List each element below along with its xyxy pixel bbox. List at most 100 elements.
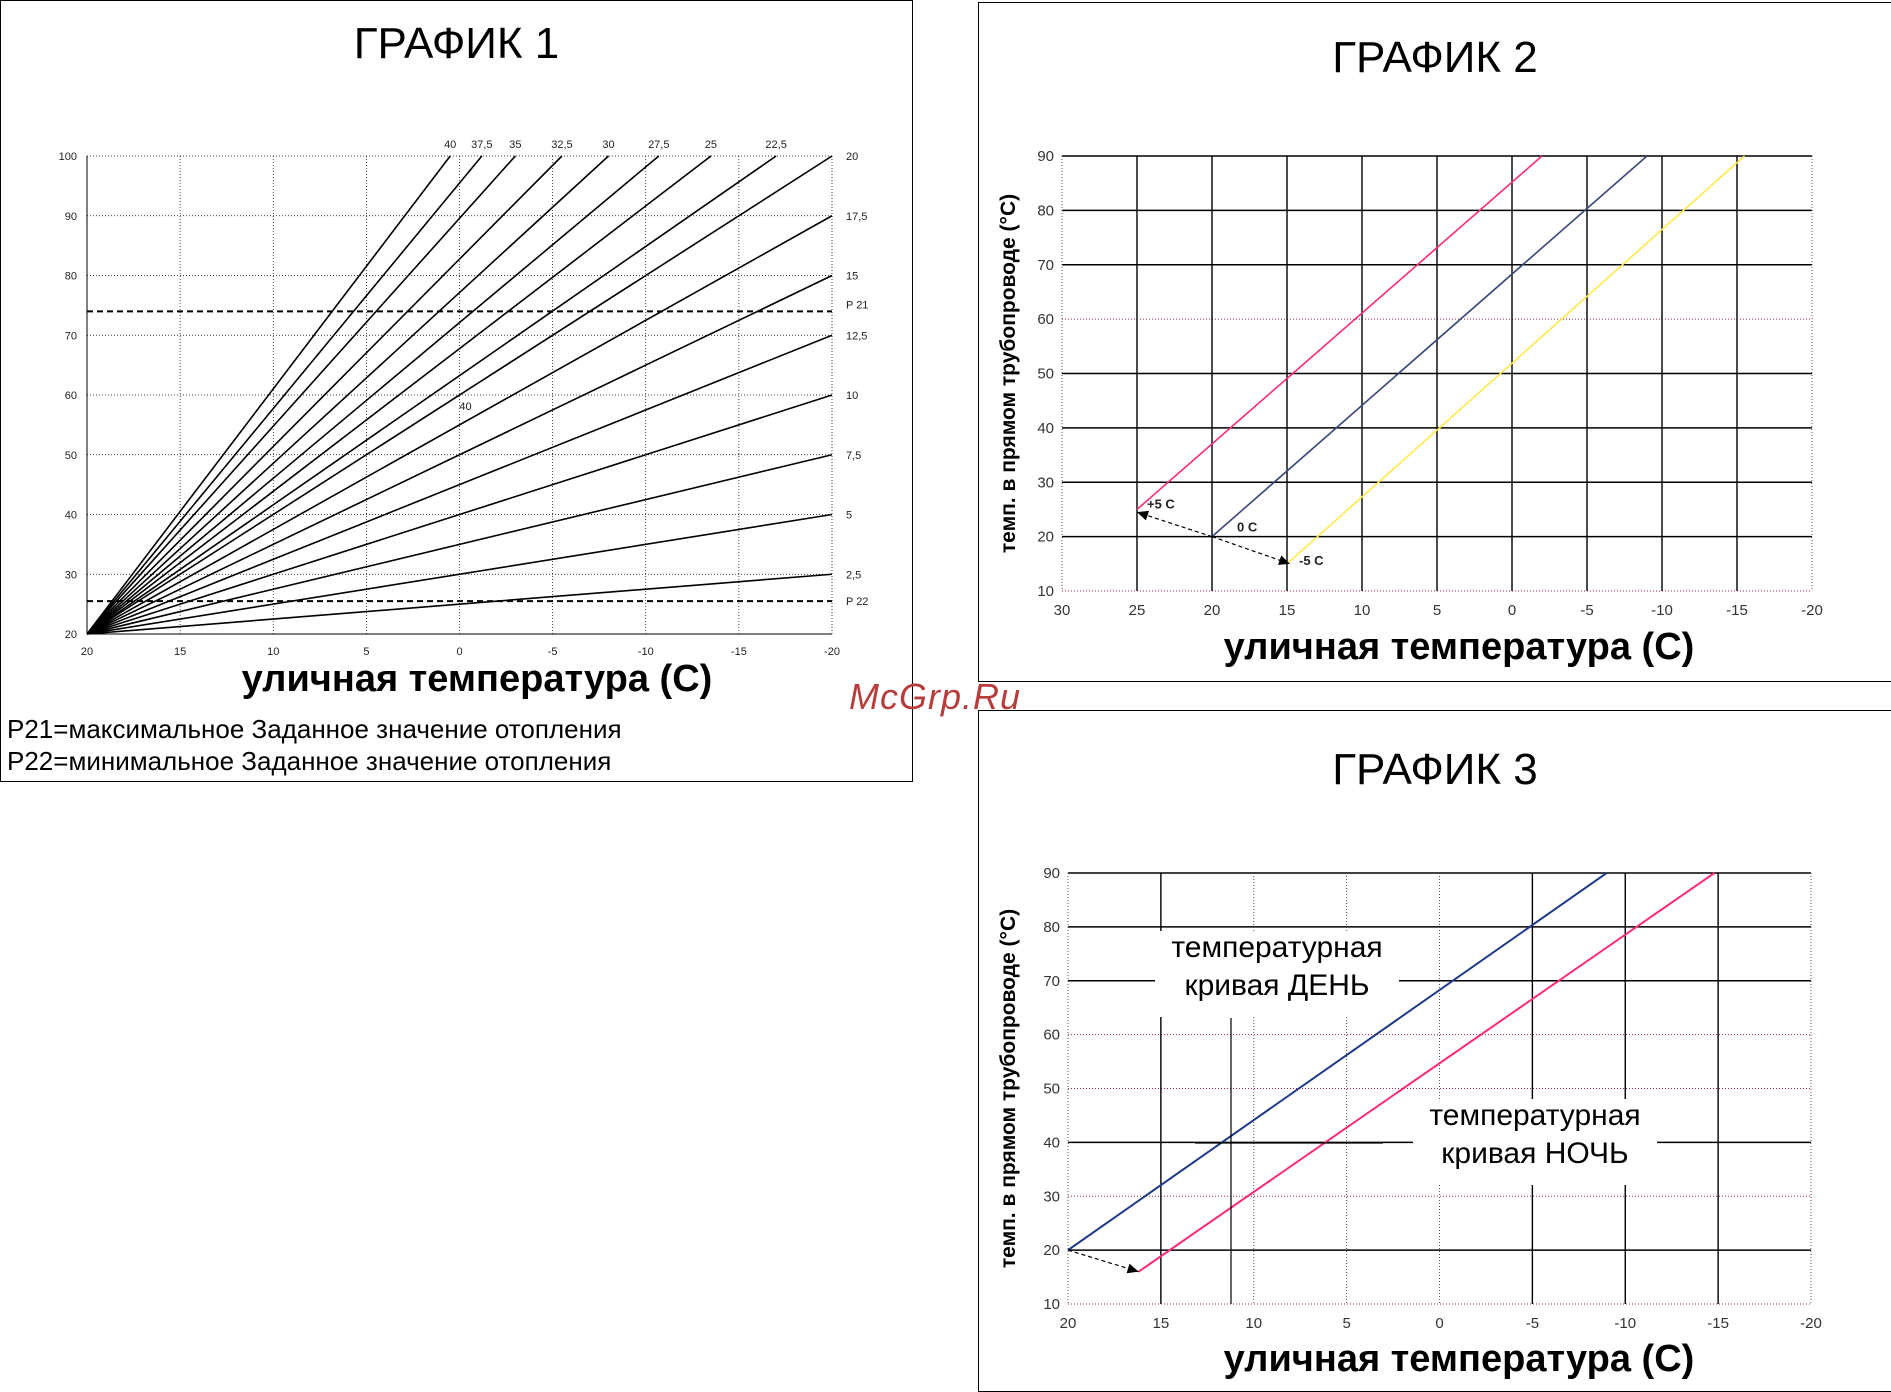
chart-title: ГРАФИК 3 <box>1332 745 1538 794</box>
shift-arrow-line <box>1211 536 1291 565</box>
y-tick-label: 10 <box>1043 1296 1060 1313</box>
y-tick-label: 50 <box>65 450 77 462</box>
annotation-night-line2: кривая НОЧЬ <box>1441 1137 1629 1170</box>
x-tick-label: -5 <box>1580 602 1593 619</box>
curve-label: 30 <box>602 139 614 151</box>
annotation-day: температурная кривая ДЕНЬ <box>1147 929 1407 1005</box>
y-tick-label: 40 <box>65 510 77 522</box>
curve-line <box>86 573 833 635</box>
y-tick-label: 20 <box>65 629 77 641</box>
shift-arrow-head <box>1277 555 1290 565</box>
chart-title: ГРАФИК 2 <box>1332 33 1538 82</box>
y-tick-label: 30 <box>1043 1188 1060 1205</box>
shift-arrow-line <box>1136 511 1213 538</box>
note-p22: P22=минимальное Заданное значение отопле… <box>7 746 612 776</box>
minor-label: . <box>644 446 647 458</box>
x-tick-label: -20 <box>1801 602 1823 619</box>
x-tick-label: -15 <box>731 646 747 658</box>
curve-line <box>86 274 833 635</box>
y-tick-label: 80 <box>1037 202 1054 219</box>
x-tick-label: -10 <box>1651 602 1673 619</box>
x-tick-label: 10 <box>1245 1315 1262 1332</box>
annotation-night: температурная кривая НОЧЬ <box>1405 1097 1665 1173</box>
curve-label: 17,5 <box>846 211 867 223</box>
x-tick-label: 30 <box>1054 602 1071 619</box>
limit-label: P 22 <box>846 596 868 608</box>
chart-panel-1: ГРАФИК 1 20 30 40 50 60 70 80 90 100 20 15 10 5 0 -5 -1… <box>0 0 913 782</box>
shift-arrow-head <box>1137 510 1150 521</box>
x-tick-label: 5 <box>363 646 369 658</box>
curve-label: 10 <box>846 390 858 402</box>
minor-label: . <box>551 446 554 458</box>
curve-label: 5 <box>846 510 852 522</box>
curve-line <box>86 155 516 635</box>
series-line <box>1211 155 1648 538</box>
series-label: 0 C <box>1237 520 1258 535</box>
x-axis-title: уличная температура (C) <box>1224 1338 1695 1380</box>
y-tick-label: 60 <box>1043 1027 1060 1044</box>
x-tick-label: 20 <box>1204 602 1221 619</box>
annotation-night-bg <box>1413 1099 1657 1185</box>
series-label: +5 C <box>1147 496 1175 511</box>
y-tick-label: 70 <box>1037 257 1054 274</box>
inner-label: 40 <box>459 401 471 413</box>
curve-line <box>86 155 563 635</box>
curve-line <box>86 215 833 635</box>
curve-label: 37,5 <box>471 139 492 151</box>
note-p21: P21=максимальное Заданное значение отопл… <box>7 714 622 744</box>
x-tick-label: 15 <box>1153 1315 1170 1332</box>
curve-label: 15 <box>846 271 858 283</box>
curve-line <box>86 453 833 635</box>
y-axis-title: темп. в прямом трубопроводе (°C) <box>997 194 1020 553</box>
y-tick-label: 10 <box>1037 583 1054 600</box>
curve-label: 40 <box>444 139 456 151</box>
annotation-day-line2: кривая ДЕНЬ <box>1184 969 1370 1002</box>
y-tick-label: 80 <box>1043 919 1060 936</box>
curve-line <box>86 394 833 635</box>
series-line <box>1067 872 1608 1251</box>
curve-line <box>86 155 610 635</box>
x-tick-label: -10 <box>638 646 654 658</box>
curve-label: 32,5 <box>551 139 572 151</box>
curve-label: 2,5 <box>846 569 861 581</box>
y-tick-label: 60 <box>65 390 77 402</box>
y-tick-label: 80 <box>65 271 77 283</box>
y-tick-label: 50 <box>1037 366 1054 383</box>
chart-panel-2: ГРАФИК 2 10 20 30 40 50 60 70 80 90 30 25 20 15 10 5 0-… <box>978 2 1891 682</box>
curve-label: 35 <box>509 139 521 151</box>
y-tick-label: 50 <box>1043 1081 1060 1098</box>
y-tick-label: 70 <box>1043 973 1060 990</box>
x-tick-label: 10 <box>267 646 279 658</box>
x-tick-label: 15 <box>1279 602 1296 619</box>
curve-label: 25 <box>705 139 717 151</box>
annotation-day-line1: температурная <box>1171 931 1383 964</box>
y-tick-label: 60 <box>1037 311 1054 328</box>
watermark: McGrp.Ru <box>849 676 1022 717</box>
annotation-day-bg <box>1155 931 1399 1017</box>
curve-label: 22,5 <box>765 139 786 151</box>
x-tick-label: 20 <box>1060 1315 1077 1332</box>
curve-label: 20 <box>846 151 858 163</box>
series-line <box>1286 155 1746 565</box>
curve-line <box>86 155 483 635</box>
x-tick-label: 0 <box>456 646 462 658</box>
minor-label: . <box>737 446 740 458</box>
x-tick-label: -15 <box>1707 1315 1729 1332</box>
y-tick-label: 70 <box>65 330 77 342</box>
curve-line <box>86 155 451 635</box>
shift-arrow-line <box>1067 1249 1139 1273</box>
x-tick-label: 5 <box>1342 1315 1350 1332</box>
y-tick-label: 40 <box>1043 1134 1060 1151</box>
x-tick-label: 15 <box>174 646 186 658</box>
curve-line <box>86 155 712 635</box>
minor-label: . <box>458 446 461 458</box>
y-tick-label: 100 <box>59 151 77 163</box>
x-tick-label: -20 <box>1800 1315 1822 1332</box>
x-tick-label: 0 <box>1508 602 1516 619</box>
y-tick-label: 20 <box>1043 1242 1060 1259</box>
x-tick-label: 10 <box>1354 602 1371 619</box>
chart-title: ГРАФИК 1 <box>353 19 560 68</box>
